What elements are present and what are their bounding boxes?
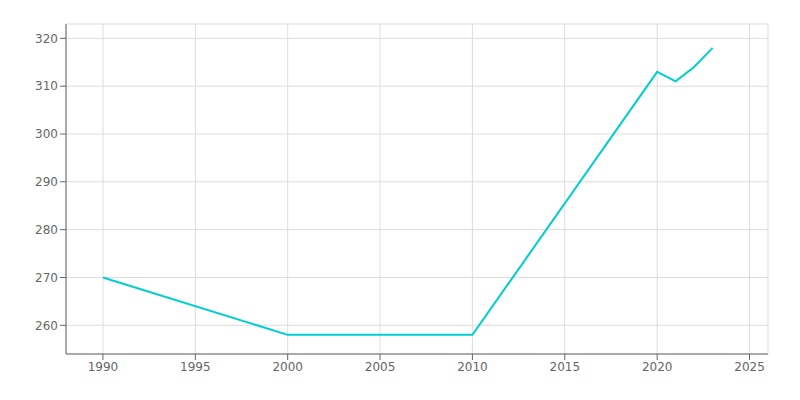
- svg-text:290: 290: [35, 175, 58, 189]
- svg-text:260: 260: [35, 319, 58, 333]
- svg-text:1990: 1990: [88, 360, 119, 374]
- svg-text:2010: 2010: [457, 360, 488, 374]
- svg-text:310: 310: [35, 79, 58, 93]
- svg-text:2005: 2005: [365, 360, 396, 374]
- svg-text:300: 300: [35, 127, 58, 141]
- svg-text:280: 280: [35, 223, 58, 237]
- svg-text:320: 320: [35, 32, 58, 46]
- svg-text:2020: 2020: [642, 360, 673, 374]
- svg-text:2015: 2015: [550, 360, 581, 374]
- svg-text:2025: 2025: [734, 360, 765, 374]
- svg-text:1995: 1995: [180, 360, 211, 374]
- svg-text:270: 270: [35, 271, 58, 285]
- svg-text:2000: 2000: [272, 360, 303, 374]
